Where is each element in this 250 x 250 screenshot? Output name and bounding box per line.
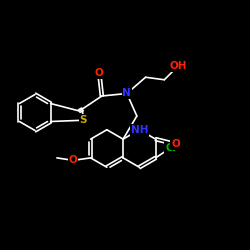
- Text: S: S: [79, 115, 87, 125]
- Text: O: O: [69, 155, 78, 165]
- Text: NH: NH: [130, 125, 148, 135]
- Text: O: O: [95, 68, 104, 78]
- Text: OH: OH: [169, 61, 187, 71]
- Text: Cl: Cl: [165, 143, 176, 153]
- Text: O: O: [171, 139, 180, 149]
- Text: N: N: [122, 88, 131, 99]
